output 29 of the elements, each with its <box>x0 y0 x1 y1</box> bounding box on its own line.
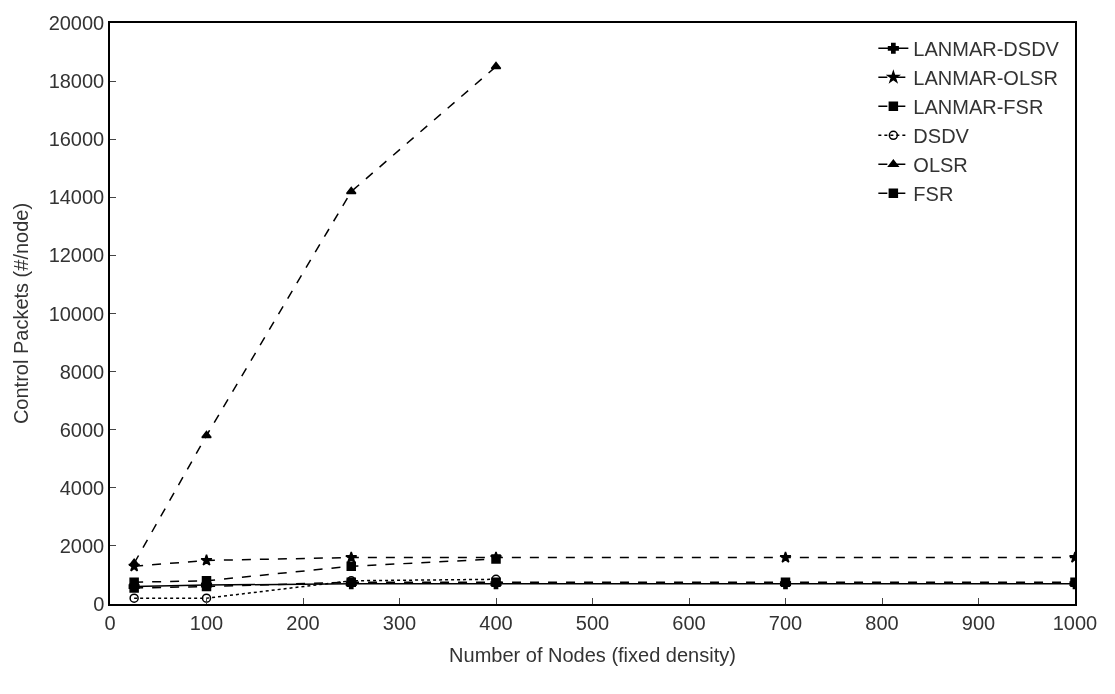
x-tick-label: 700 <box>768 611 803 634</box>
y-tick-label: 2000 <box>59 534 105 557</box>
x-tick-label: 800 <box>865 611 899 634</box>
legend-label: FSR <box>913 183 954 206</box>
legend-label: DSDV <box>913 125 970 148</box>
x-axis-title: Number of Nodes (fixed density) <box>449 643 736 666</box>
y-tick-label: 14000 <box>48 186 105 209</box>
y-tick-label: 18000 <box>48 70 105 93</box>
legend-label: LANMAR-OLSR <box>913 67 1058 90</box>
x-tick-label: 900 <box>961 611 996 634</box>
x-tick-label: 400 <box>479 611 513 634</box>
y-tick-label: 10000 <box>48 302 105 325</box>
y-tick-label: 16000 <box>48 128 105 151</box>
y-tick-label: 0 <box>93 593 105 615</box>
y-tick-label: 20000 <box>48 12 105 34</box>
y-tick-label: 6000 <box>59 418 105 441</box>
x-tick-label: 200 <box>286 611 320 634</box>
y-tick-label: 8000 <box>59 360 105 383</box>
x-tick-label: 300 <box>382 611 417 634</box>
x-tick-label: 1000 <box>1052 611 1098 634</box>
y-axis-title: Control Packets (#/node) <box>9 202 32 425</box>
x-tick-label: 100 <box>189 611 224 634</box>
legend-label: LANMAR-FSR <box>913 96 1044 119</box>
x-tick-label: 500 <box>575 611 610 634</box>
x-tick-label: 600 <box>672 611 706 634</box>
y-tick-label: 4000 <box>59 476 105 499</box>
legend-label: LANMAR-DSDV <box>913 38 1060 61</box>
y-tick-label: 12000 <box>48 244 105 267</box>
legend-label: OLSR <box>913 154 968 177</box>
